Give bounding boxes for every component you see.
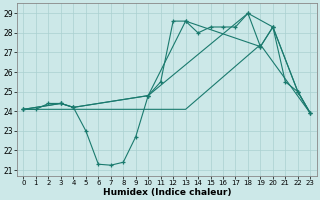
- X-axis label: Humidex (Indice chaleur): Humidex (Indice chaleur): [103, 188, 231, 197]
